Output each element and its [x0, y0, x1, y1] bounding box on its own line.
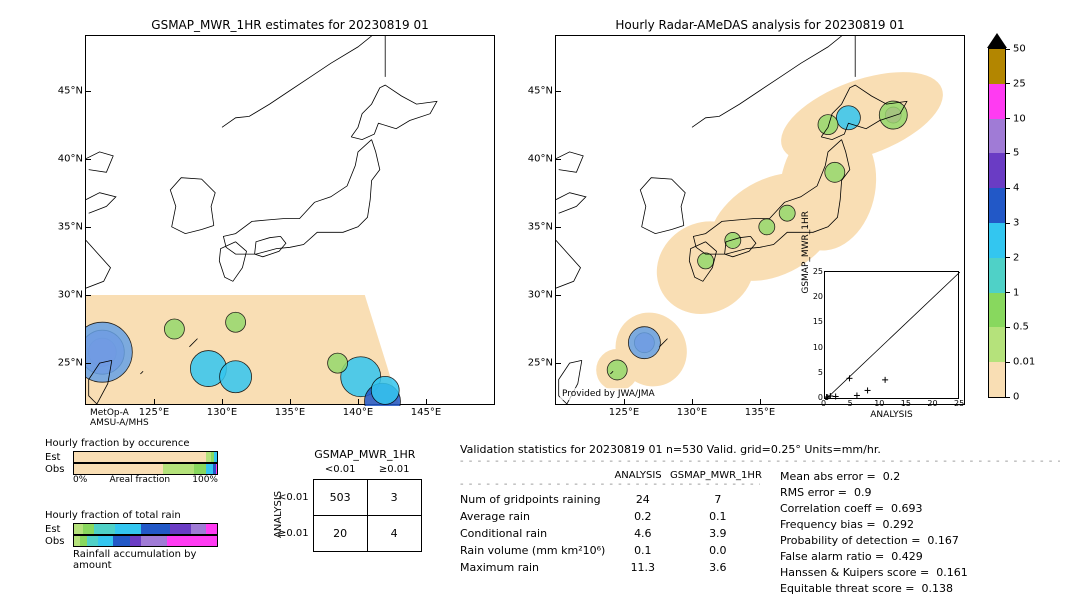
tot-title: Hourly fraction of total rain — [45, 510, 235, 521]
stats-metric: Mean abs error = 0.2 — [780, 470, 1030, 483]
stats-row: Maximum rain 11.3 3.6 — [460, 561, 760, 574]
ytick: 45°N — [58, 85, 86, 96]
stats-metric: Frequency bias = 0.292 — [780, 518, 1030, 531]
scatter-svg — [825, 272, 960, 400]
ytick: 35°N — [58, 221, 86, 232]
frac-row-label: Obs — [45, 536, 73, 547]
xtick: 135°E — [745, 407, 775, 418]
stats-row: Rain volume (mm km²10⁶) 0.1 0.0 — [460, 544, 760, 557]
dashes: - - - - - - - - - - - - - - - - - - - - … — [460, 458, 1060, 466]
cb-tick: 3 — [1005, 218, 1019, 229]
left-coastline — [86, 36, 496, 406]
xtick: 135°E — [275, 407, 305, 418]
frac-footnote: Rainfall accumulation by amount — [73, 549, 235, 571]
stats-row: Conditional rain 4.6 3.9 — [460, 527, 760, 540]
xtick: 130°E — [677, 407, 707, 418]
frac-row: Obs — [45, 463, 235, 475]
scatter-inset: 00551010151520202525ANALYSISGSMAP_MWR_1H… — [824, 271, 959, 399]
xtick: 130°E — [207, 407, 237, 418]
cb-tick: 25 — [1005, 78, 1026, 89]
ytick: 40°N — [528, 153, 556, 164]
ytick: 30°N — [58, 289, 86, 300]
frac-row-label: Obs — [45, 464, 73, 475]
ytick: 40°N — [58, 153, 86, 164]
xtick: 140°E — [343, 407, 373, 418]
stats-metric: Correlation coeff = 0.693 — [780, 502, 1030, 515]
contingency-panel: GSMAP_MWR_1HR <0.01 ≥0.01 <0.01 5033 ≥0.… — [278, 448, 422, 552]
scatter-xlabel: ANALYSIS — [870, 410, 912, 420]
cb-tick: 2 — [1005, 252, 1019, 263]
colorbar-overflow — [987, 33, 1007, 48]
frac-bar — [73, 463, 218, 475]
conting-row-title: ANALYSIS — [273, 491, 284, 538]
ytick: 45°N — [528, 85, 556, 96]
cb-tick: 1 — [1005, 287, 1019, 298]
colorbar: 0 0.01 0.5 1 2 3 4 5 10 25 50 — [988, 48, 1006, 398]
stats-metric: False alarm ratio = 0.429 — [780, 550, 1030, 563]
stats-metric: RMS error = 0.9 — [780, 486, 1030, 499]
stats-metric: Probability of detection = 0.167 — [780, 534, 1030, 547]
ytick: 30°N — [528, 289, 556, 300]
ytick: 25°N — [58, 358, 86, 369]
frac-row-label: Est — [45, 524, 73, 535]
occurrence-fraction-panel: Hourly fraction by occurence Est Obs 0%A… — [45, 438, 235, 485]
cb-tick: 50 — [1005, 44, 1026, 55]
left-map-panel: GSMAP_MWR_1HR estimates for 20230819 01 … — [85, 35, 495, 405]
frac-row: Obs — [45, 535, 235, 547]
frac-bar — [73, 523, 218, 535]
cb-tick: 0.01 — [1005, 357, 1035, 368]
stats-row: Average rain 0.2 0.1 — [460, 510, 760, 523]
provider-label: Provided by JWA/JMA — [560, 388, 657, 400]
conting-col-title: GSMAP_MWR_1HR — [308, 448, 422, 461]
left-map-title: GSMAP_MWR_1HR estimates for 20230819 01 — [86, 18, 494, 32]
xtick: 145°E — [411, 407, 441, 418]
frac-row: Est — [45, 523, 235, 535]
xtick: 125°E — [139, 407, 169, 418]
right-map-panel: Hourly Radar-AMeDAS analysis for 2023081… — [555, 35, 965, 405]
stats-metric: Hanssen & Kuipers score = 0.161 — [780, 566, 1030, 579]
cb-tick: 4 — [1005, 183, 1019, 194]
frac-row-label: Est — [45, 452, 73, 463]
right-map-title: Hourly Radar-AMeDAS analysis for 2023081… — [556, 18, 964, 32]
frac-bar — [73, 451, 218, 463]
cb-tick: 0 — [1005, 392, 1019, 403]
cb-tick: 5 — [1005, 148, 1019, 159]
cb-tick: 10 — [1005, 113, 1026, 124]
ytick: 25°N — [528, 358, 556, 369]
scatter-ylabel: GSMAP_MWR_1HR — [801, 211, 811, 294]
cb-tick: 0.5 — [1005, 322, 1029, 333]
frac-bar — [73, 535, 218, 547]
validation-stats-panel: Validation statistics for 20230819 01 n=… — [460, 443, 1060, 598]
frac-row: Est — [45, 451, 235, 463]
stats-header: Validation statistics for 20230819 01 n=… — [460, 443, 1060, 456]
totalrain-fraction-panel: Hourly fraction of total rain Est Obs Ra… — [45, 510, 235, 571]
ytick: 35°N — [528, 221, 556, 232]
left-footnote-1: MetOp-A — [90, 408, 129, 418]
contingency-table: <0.01 ≥0.01 <0.01 5033 ≥0.01 204 — [278, 461, 422, 552]
xtick: 125°E — [609, 407, 639, 418]
stats-row: Num of gridpoints raining 24 7 — [460, 493, 760, 506]
occ-title: Hourly fraction by occurence — [45, 438, 235, 449]
stats-metric: Equitable threat score = 0.138 — [780, 582, 1030, 595]
left-footnote-2: AMSU-A/MHS — [90, 418, 149, 428]
